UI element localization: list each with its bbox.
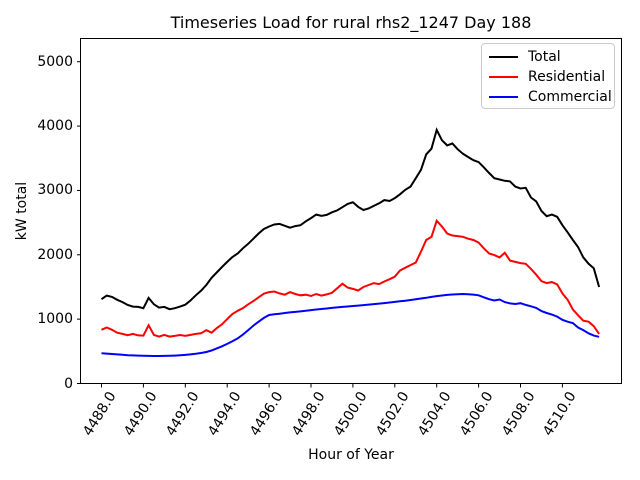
- legend-line-swatch-total: [489, 56, 518, 58]
- x-axis-label: Hour of Year: [308, 447, 394, 463]
- y-tick-label: 1000: [37, 311, 73, 328]
- tick-marks: [77, 61, 563, 388]
- axes-frame: [80, 38, 622, 384]
- legend-row: Total: [482, 47, 614, 67]
- y-tick-label: 2000: [37, 246, 73, 263]
- y-axis-label: kW total: [14, 181, 30, 241]
- legend-line-swatch-residential: [489, 76, 518, 78]
- series-line-total: [100, 127, 601, 311]
- series-line-commercial: [101, 292, 600, 357]
- legend-row: Residential: [482, 67, 614, 87]
- legend-label-commercial: Commercial: [528, 89, 612, 105]
- y-tick-label: 4000: [37, 118, 73, 135]
- legend-label-total: Total: [528, 49, 561, 65]
- y-tick-label: 3000: [37, 182, 73, 199]
- legend: Total Residential Commercial: [481, 43, 615, 109]
- legend-label-residential: Residential: [528, 69, 606, 85]
- legend-row: Commercial: [482, 87, 614, 107]
- series-lines: [100, 127, 601, 357]
- y-tick-label: 5000: [37, 53, 73, 70]
- series-line-residential: [101, 218, 600, 338]
- y-tick-label: 0: [64, 375, 73, 392]
- legend-line-swatch-commercial: [489, 96, 518, 98]
- chart-title: Timeseries Load for rural rhs2_1247 Day …: [170, 13, 532, 32]
